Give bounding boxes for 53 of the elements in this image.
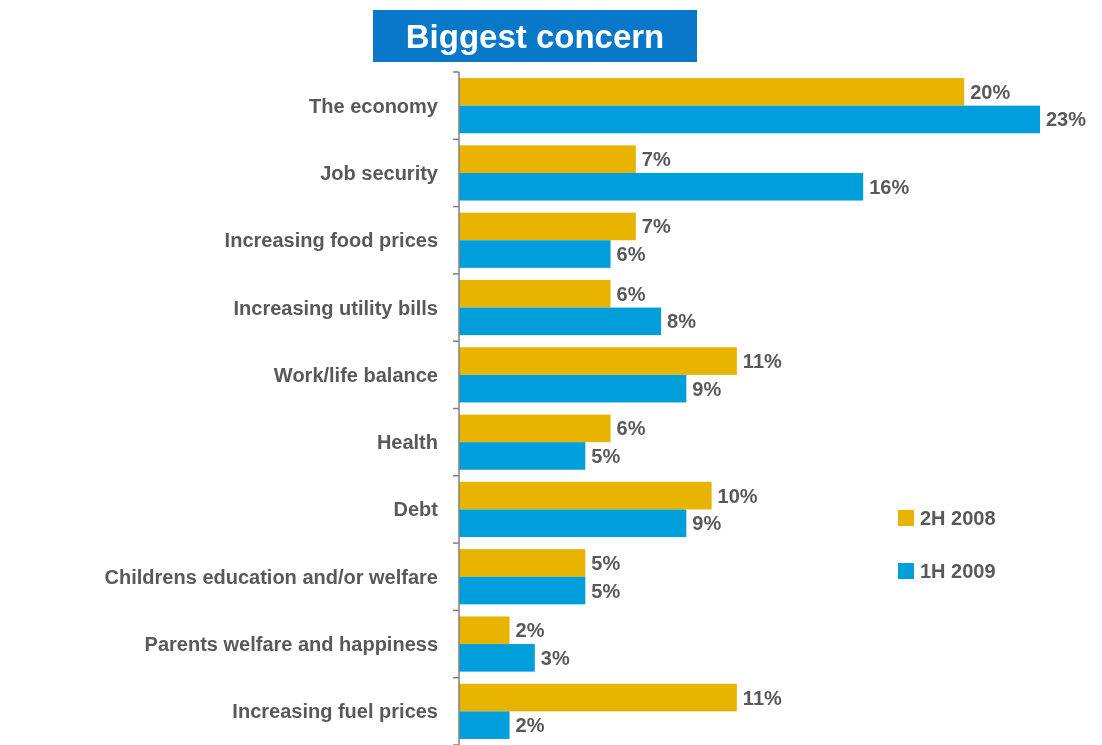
- data-label: 11%: [742, 686, 783, 709]
- data-label: 20%: [970, 80, 1011, 103]
- bar: [459, 347, 737, 375]
- data-label: 9%: [692, 512, 722, 535]
- data-label: 16%: [869, 175, 910, 198]
- bar: [459, 240, 611, 268]
- data-label: 6%: [616, 243, 646, 266]
- bar: [459, 576, 586, 605]
- data-label: 6%: [616, 282, 646, 305]
- bar: [459, 374, 687, 403]
- data-label: 23%: [1046, 108, 1087, 131]
- bar: [459, 105, 1040, 134]
- y-tick-label: Job security: [320, 161, 439, 184]
- y-tick-label: Increasing fuel prices: [232, 700, 438, 723]
- y-tick-label: Childrens education and/or welfare: [104, 565, 438, 588]
- legend-label: 2H 2008: [920, 507, 996, 529]
- y-tick-label: Parents welfare and happiness: [144, 633, 438, 656]
- bar: [459, 145, 636, 173]
- data-label: 7%: [641, 215, 671, 238]
- data-label: 7%: [641, 148, 671, 171]
- y-tick-label: Increasing food prices: [224, 229, 438, 252]
- bar: [459, 644, 535, 672]
- bar: [459, 78, 965, 106]
- bar: [459, 509, 687, 538]
- data-label: 10%: [717, 484, 758, 507]
- chart-title: Biggest concern: [405, 17, 665, 55]
- bar: [459, 549, 586, 577]
- data-label: 6%: [616, 417, 646, 440]
- bar: [459, 711, 510, 739]
- bar: [459, 414, 611, 443]
- data-label: 2%: [515, 714, 545, 737]
- y-tick-label: Health: [376, 431, 438, 454]
- bar: [459, 307, 662, 336]
- data-label: 3%: [540, 646, 570, 669]
- bar: [459, 442, 586, 470]
- bar: [459, 279, 611, 308]
- y-tick-label: Work/life balance: [273, 363, 438, 386]
- data-label: 9%: [692, 377, 722, 400]
- data-label: 8%: [667, 310, 697, 333]
- y-tick-label: Increasing utility bills: [233, 296, 438, 319]
- data-label: 5%: [591, 551, 621, 574]
- bar: [459, 212, 636, 241]
- bar: [459, 616, 510, 645]
- bar: [459, 172, 864, 201]
- data-label: 5%: [591, 579, 621, 602]
- data-label: 5%: [591, 444, 621, 467]
- bar: [459, 481, 712, 510]
- y-tick-label: Debt: [393, 498, 439, 521]
- bar: [459, 683, 737, 712]
- data-label: 2%: [515, 619, 545, 642]
- data-label: 11%: [742, 350, 783, 373]
- legend-label: 1H 2009: [920, 560, 996, 582]
- y-tick-label: The economy: [309, 94, 439, 117]
